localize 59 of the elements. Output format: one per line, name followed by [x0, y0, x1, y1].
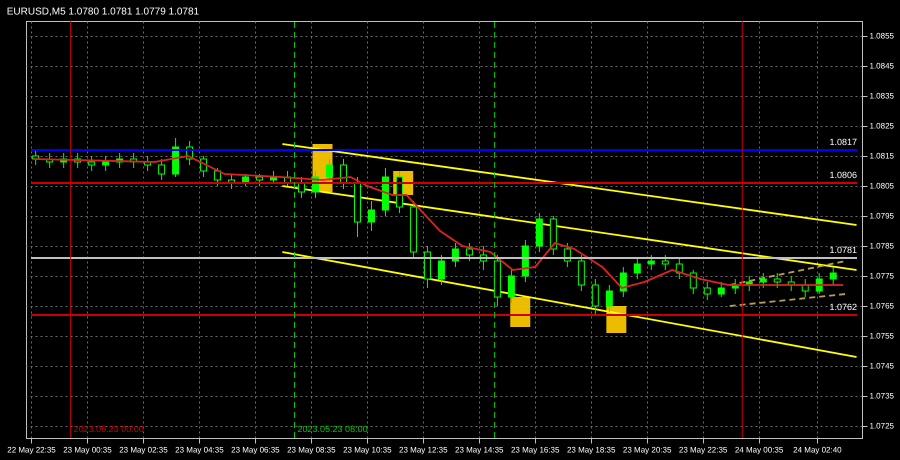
- ref-line-label: 1.0762: [829, 302, 857, 312]
- candlestick: [662, 254, 669, 270]
- y-tick-label: 1.0845: [870, 62, 895, 70]
- candlestick: [592, 278, 599, 316]
- candlestick: [214, 168, 222, 186]
- candlestick: [508, 270, 515, 304]
- bar: [510, 297, 530, 327]
- candlestick: [774, 272, 781, 288]
- ref-line-label: 1.0781: [829, 245, 857, 255]
- y-tick-label: 1.0775: [870, 272, 895, 280]
- candlestick: [438, 254, 445, 286]
- y-tick-label: 1.0835: [870, 92, 895, 100]
- x-tick-label: 23 May 08:35: [287, 446, 336, 454]
- chart-title: EURUSD,M5 1.0780 1.0781 1.0779 1.0781: [6, 6, 200, 18]
- y-tick-label: 1.0785: [870, 242, 895, 250]
- candlestick: [760, 272, 767, 288]
- candlestick: [704, 282, 711, 300]
- x-tick-label: 23 May 04:35: [175, 446, 224, 454]
- y-tick-label: 1.0815: [870, 152, 895, 160]
- ref-line-label: 1.0817: [829, 137, 857, 147]
- x-tick-label: 23 May 18:35: [566, 446, 616, 454]
- candlestick: [256, 174, 264, 186]
- x-tick-label: 23 May 10:35: [343, 446, 392, 454]
- y-tick-label: 1.0755: [870, 332, 895, 340]
- x-tick-label: 23 May 22:35: [678, 446, 728, 454]
- x-tick-label: 23 May 16:35: [510, 446, 560, 454]
- candlestick: [718, 282, 725, 298]
- candlestick: [326, 158, 333, 184]
- y-tick-label: 1.0795: [870, 212, 895, 220]
- x-tick-label: 24 May 02:40: [793, 446, 842, 454]
- y-tick-label: 1.0855: [870, 32, 895, 40]
- candlestick: [830, 266, 837, 286]
- x-tick-label: 24 May 00:35: [734, 446, 784, 454]
- x-tick-label: 23 May 20:35: [622, 446, 672, 454]
- x-tick-label: 23 May 02:35: [119, 446, 168, 454]
- x-tick-label: 23 May 14:35: [455, 446, 504, 454]
- candlestick: [88, 156, 96, 172]
- y-tick-label: 1.0805: [870, 182, 895, 190]
- ref-line-label: 1.0806: [829, 170, 857, 180]
- y-tick-label: 1.0765: [870, 302, 895, 310]
- y-tick-label: 1.0725: [870, 422, 895, 430]
- candlestick: [466, 242, 473, 262]
- candlestick: [578, 254, 585, 292]
- x-tick-label: 23 May 00:35: [63, 446, 112, 454]
- candlestick: [620, 266, 627, 298]
- y-tick-label: 1.0825: [870, 122, 895, 130]
- ref-line-label: 2023.05.23 00:00: [74, 424, 144, 434]
- x-tick-label: 22 May 22:35: [7, 446, 56, 454]
- candlestick: [606, 284, 613, 312]
- x-tick-label: 23 May 06:35: [231, 446, 280, 454]
- candlestick: [102, 156, 110, 172]
- ref-line-label: 2023.05.23 08:00: [298, 424, 368, 434]
- y-tick-label: 1.0745: [870, 362, 895, 370]
- x-tick-label: 23 May 12:35: [399, 446, 448, 454]
- y-tick-label: 1.0735: [870, 392, 895, 400]
- candlestick: [648, 254, 655, 270]
- candlestick: [158, 158, 166, 180]
- candlestick: [368, 200, 375, 232]
- candlestick: [634, 258, 641, 280]
